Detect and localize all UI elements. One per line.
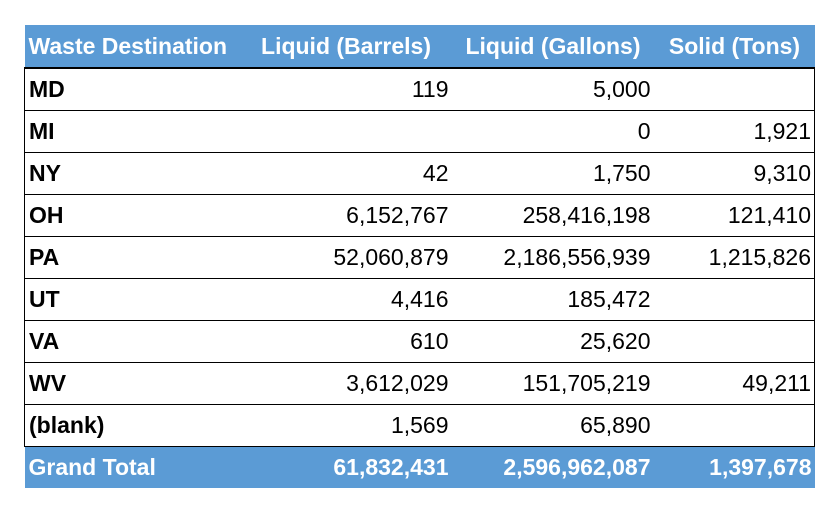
solid-tons-cell[interactable]: 1,921 bbox=[653, 110, 815, 153]
grand-total-label[interactable]: Grand Total bbox=[24, 446, 240, 488]
row-label-cell[interactable]: OH bbox=[24, 194, 240, 237]
liquid-barrels-cell[interactable] bbox=[239, 110, 452, 153]
grand-total-liquid-barrels[interactable]: 61,832,431 bbox=[239, 446, 452, 488]
solid-tons-cell[interactable] bbox=[653, 278, 815, 321]
header-liquid-gallons[interactable]: Liquid (Gallons) bbox=[451, 25, 654, 69]
liquid-gallons-cell[interactable]: 151,705,219 bbox=[451, 362, 654, 405]
table-row: OH 6,152,767 258,416,198 121,410 bbox=[24, 194, 815, 237]
table-footer: Grand Total 61,832,431 2,596,962,087 1,3… bbox=[24, 446, 815, 488]
row-label-cell[interactable]: MD bbox=[24, 68, 240, 111]
liquid-barrels-cell[interactable]: 119 bbox=[239, 68, 452, 111]
table-row: PA 52,060,879 2,186,556,939 1,215,826 bbox=[24, 236, 815, 279]
liquid-gallons-cell[interactable]: 185,472 bbox=[451, 278, 654, 321]
header-row: Waste Destination Liquid (Barrels) Liqui… bbox=[24, 25, 815, 69]
liquid-gallons-cell[interactable]: 258,416,198 bbox=[451, 194, 654, 237]
liquid-gallons-cell[interactable]: 2,186,556,939 bbox=[451, 236, 654, 279]
table-row: NY 42 1,750 9,310 bbox=[24, 152, 815, 195]
solid-tons-cell[interactable]: 121,410 bbox=[653, 194, 815, 237]
liquid-gallons-cell[interactable]: 1,750 bbox=[451, 152, 654, 195]
liquid-gallons-cell[interactable]: 25,620 bbox=[451, 320, 654, 363]
table-header: Waste Destination Liquid (Barrels) Liqui… bbox=[24, 25, 815, 69]
liquid-barrels-cell[interactable]: 42 bbox=[239, 152, 452, 195]
header-solid-tons[interactable]: Solid (Tons) bbox=[653, 25, 815, 69]
grand-total-liquid-gallons[interactable]: 2,596,962,087 bbox=[451, 446, 654, 488]
table-row: VA 610 25,620 bbox=[24, 320, 815, 363]
row-label-cell[interactable]: UT bbox=[24, 278, 240, 321]
liquid-gallons-cell[interactable]: 5,000 bbox=[451, 68, 654, 111]
row-label-cell[interactable]: NY bbox=[24, 152, 240, 195]
solid-tons-cell[interactable]: 9,310 bbox=[653, 152, 815, 195]
grand-total-row: Grand Total 61,832,431 2,596,962,087 1,3… bbox=[24, 446, 815, 488]
liquid-barrels-cell[interactable]: 6,152,767 bbox=[239, 194, 452, 237]
table-row: MI 0 1,921 bbox=[24, 110, 815, 153]
grand-total-solid-tons[interactable]: 1,397,678 bbox=[653, 446, 815, 488]
liquid-gallons-cell[interactable]: 0 bbox=[451, 110, 654, 153]
liquid-barrels-cell[interactable]: 4,416 bbox=[239, 278, 452, 321]
solid-tons-cell[interactable] bbox=[653, 404, 815, 447]
waste-destination-table-container: Waste Destination Liquid (Barrels) Liqui… bbox=[24, 25, 815, 488]
solid-tons-cell[interactable] bbox=[653, 320, 815, 363]
solid-tons-cell[interactable]: 49,211 bbox=[653, 362, 815, 405]
liquid-barrels-cell[interactable]: 610 bbox=[239, 320, 452, 363]
row-label-cell[interactable]: PA bbox=[24, 236, 240, 279]
liquid-gallons-cell[interactable]: 65,890 bbox=[451, 404, 654, 447]
header-liquid-barrels[interactable]: Liquid (Barrels) bbox=[239, 25, 452, 69]
row-label-cell[interactable]: WV bbox=[24, 362, 240, 405]
row-label-cell[interactable]: VA bbox=[24, 320, 240, 363]
solid-tons-cell[interactable] bbox=[653, 68, 815, 111]
liquid-barrels-cell[interactable]: 3,612,029 bbox=[239, 362, 452, 405]
table-row: MD 119 5,000 bbox=[24, 68, 815, 111]
row-label-cell[interactable]: MI bbox=[24, 110, 240, 153]
table-row: (blank) 1,569 65,890 bbox=[24, 404, 815, 447]
liquid-barrels-cell[interactable]: 52,060,879 bbox=[239, 236, 452, 279]
liquid-barrels-cell[interactable]: 1,569 bbox=[239, 404, 452, 447]
solid-tons-cell[interactable]: 1,215,826 bbox=[653, 236, 815, 279]
table-row: UT 4,416 185,472 bbox=[24, 278, 815, 321]
table-body: MD 119 5,000 MI 0 1,921 NY 42 1,750 9,31… bbox=[24, 68, 815, 447]
table-row: WV 3,612,029 151,705,219 49,211 bbox=[24, 362, 815, 405]
header-waste-destination[interactable]: Waste Destination bbox=[24, 25, 240, 69]
row-label-cell[interactable]: (blank) bbox=[24, 404, 240, 447]
waste-destination-table: Waste Destination Liquid (Barrels) Liqui… bbox=[24, 25, 815, 488]
